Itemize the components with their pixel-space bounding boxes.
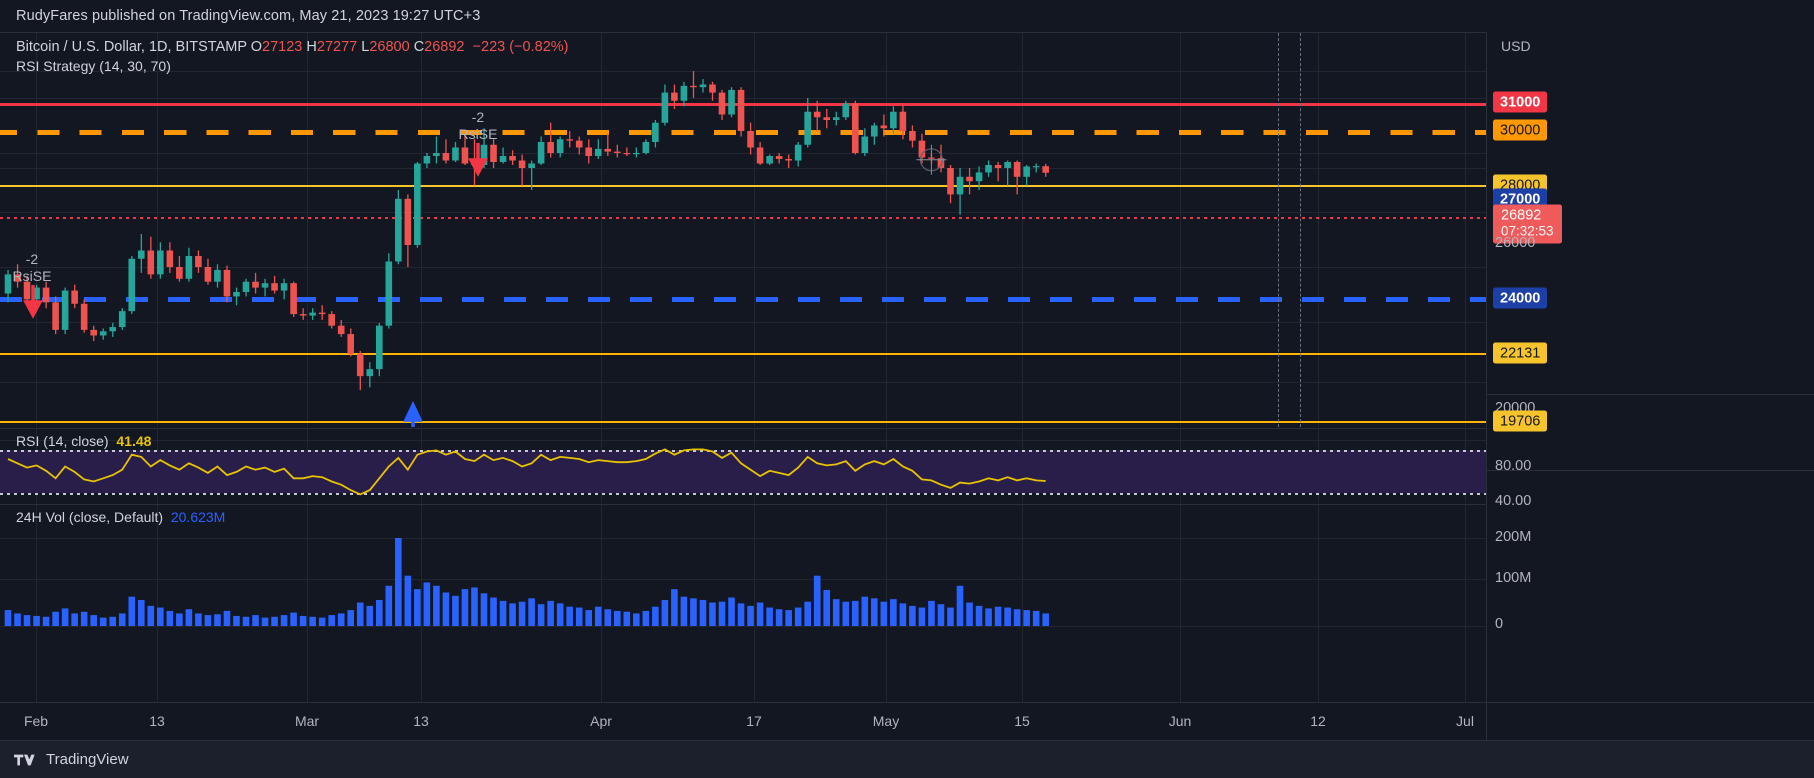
time-gridline <box>754 33 755 427</box>
volume-time-gridline <box>1180 505 1181 702</box>
volume-time-gridline <box>307 505 308 702</box>
time-tick-13: 13 <box>149 713 165 729</box>
future-session-divider <box>1278 33 1279 427</box>
rsi-pane[interactable]: RSI (14, close) 41.48 <box>0 428 1486 503</box>
rsi-short-entry-left-arrow-icon <box>23 285 43 319</box>
time-tick-13: 13 <box>413 713 429 729</box>
volume-time-gridline <box>421 505 422 702</box>
time-gridline <box>1022 33 1023 427</box>
price-level-badge-30000[interactable]: 30000 <box>1493 119 1548 141</box>
candlestick-series <box>4 71 1049 391</box>
time-gridline <box>1318 33 1319 427</box>
volume-gridline <box>0 538 1486 539</box>
rsi-upper-threshold-line <box>0 450 1486 453</box>
axis-tick-200M: 200M <box>1495 529 1532 545</box>
axis-tick-100M: 100M <box>1495 570 1532 586</box>
time-gridline <box>1180 33 1181 427</box>
future-session-divider <box>1300 33 1301 427</box>
volume-time-gridline <box>157 505 158 702</box>
volume-time-gridline <box>36 505 37 702</box>
volume-time-gridline <box>1318 505 1319 702</box>
support-22131-line[interactable] <box>0 353 1486 355</box>
price-axis[interactable]: USD 31000 30000 28000 27000 26892 07:32:53 260… <box>1486 32 1814 702</box>
price-gridline <box>0 212 1486 213</box>
time-gridline <box>36 33 37 427</box>
price-level-badge-27000[interactable]: 27000 <box>1493 188 1548 210</box>
rsi-long-entry-arrow-icon <box>403 400 423 427</box>
entry-26892-line[interactable] <box>0 217 1486 219</box>
currency-label: USD <box>1501 38 1531 54</box>
published-text: RudyFares published on TradingView.com, … <box>16 8 481 24</box>
rsi-overbought-oversold-band <box>0 450 1486 494</box>
time-tick-Jul: Jul <box>1456 713 1474 729</box>
price-gridline <box>0 153 1486 154</box>
axis-tick-0: 0 <box>1495 616 1504 632</box>
rsi-short-entry-mid-arrow-icon <box>468 143 488 177</box>
volume-time-gridline <box>1465 505 1466 702</box>
support-19706-line[interactable] <box>0 421 1486 423</box>
target-30000-line[interactable] <box>0 130 1486 135</box>
time-tick-15: 15 <box>1014 713 1030 729</box>
volume-time-gridline <box>1022 505 1023 702</box>
volume-time-gridline <box>754 505 755 702</box>
support-24000-line[interactable] <box>0 297 1486 302</box>
axis-tick-40.00: 40.00 <box>1495 493 1532 509</box>
published-bar: RudyFares published on TradingView.com, … <box>0 0 1814 32</box>
time-tick-Mar: Mar <box>294 713 320 729</box>
time-gridline <box>601 33 602 427</box>
last-price-value: 26892 <box>1501 207 1542 224</box>
time-axis[interactable]: Feb 13 Mar 13 Apr 17 May 15 Jun 12 Jul <box>0 702 1814 740</box>
time-gridline <box>886 33 887 427</box>
rsi-lower-threshold-line <box>0 493 1486 496</box>
time-gridline <box>157 33 158 427</box>
last-price-badge[interactable]: 26892 07:32:53 <box>1493 204 1562 244</box>
time-tick-Apr: Apr <box>590 713 612 729</box>
time-gridline <box>1465 33 1466 427</box>
axis-tick-26000: 26000 <box>1495 235 1536 251</box>
axis-tick-80.00: 80.00 <box>1495 458 1532 474</box>
volume-time-gridline <box>601 505 602 702</box>
price-gridline <box>0 381 1486 383</box>
footer-brand[interactable]: TradingView <box>46 751 129 768</box>
tradingview-logo-icon[interactable] <box>14 752 38 768</box>
time-tick-17: 17 <box>746 713 762 729</box>
price-level-badge-31000[interactable]: 31000 <box>1493 91 1548 113</box>
volume-bar-series <box>4 538 1049 626</box>
price-gridline <box>0 168 1486 169</box>
rsi-line-series <box>7 448 1046 496</box>
price-level-badge-19706[interactable]: 19706 <box>1493 410 1548 432</box>
time-tick-Jun: Jun <box>1168 713 1192 729</box>
time-tick-May: May <box>872 713 900 729</box>
time-tick-12: 12 <box>1310 713 1326 729</box>
volume-gridline <box>0 626 1486 627</box>
price-gridline <box>0 322 1486 323</box>
rsi-gridline <box>0 439 1486 441</box>
price-gridline <box>0 71 1486 72</box>
volume-gridline <box>0 579 1486 580</box>
bar-countdown: 07:32:53 <box>1501 223 1554 239</box>
volume-pane[interactable]: 24H Vol (close, Default) 20.623M <box>0 504 1486 702</box>
time-gridline <box>421 33 422 427</box>
price-gridline <box>0 267 1486 268</box>
price-level-badge-24000[interactable]: 24000 <box>1493 287 1548 309</box>
price-level-badge-22131[interactable]: 22131 <box>1493 342 1548 364</box>
time-gridline <box>307 33 308 427</box>
time-tick-Feb: Feb <box>23 713 49 729</box>
resistance-28000-line[interactable] <box>0 185 1486 187</box>
footer-bar: TradingView <box>0 740 1814 778</box>
